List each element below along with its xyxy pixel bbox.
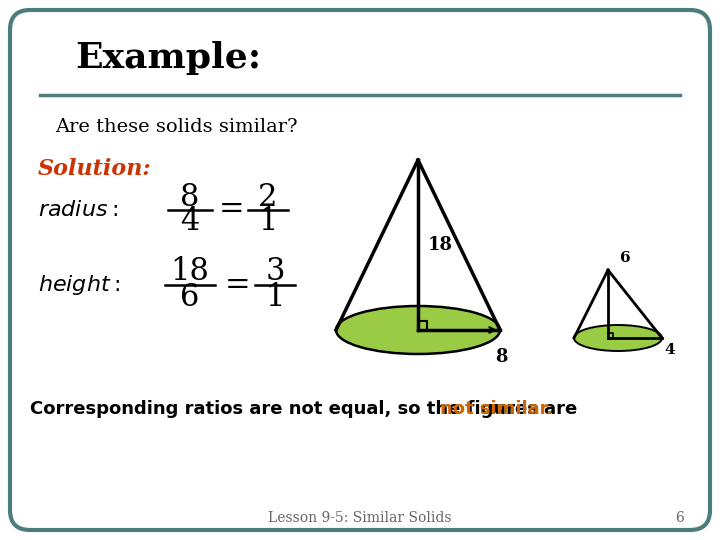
Text: 4: 4 <box>181 206 199 238</box>
Text: 3: 3 <box>265 256 284 287</box>
Text: not similar.: not similar. <box>440 400 552 418</box>
FancyBboxPatch shape <box>10 10 710 530</box>
Text: 18: 18 <box>171 256 210 287</box>
Text: =: = <box>219 194 245 226</box>
Ellipse shape <box>336 306 500 354</box>
Text: Lesson 9-5: Similar Solids: Lesson 9-5: Similar Solids <box>269 511 451 525</box>
Text: Example:: Example: <box>75 41 261 75</box>
Text: $\mathit{height}:$: $\mathit{height}:$ <box>38 273 120 297</box>
Text: 8: 8 <box>495 348 508 366</box>
Text: 1: 1 <box>258 206 278 238</box>
Text: =: = <box>225 269 251 300</box>
Text: 2: 2 <box>258 183 278 213</box>
Text: 8: 8 <box>180 183 199 213</box>
Text: Are these solids similar?: Are these solids similar? <box>55 118 297 136</box>
Ellipse shape <box>574 325 662 351</box>
Text: 18: 18 <box>428 236 453 254</box>
Text: Solution:: Solution: <box>38 158 152 180</box>
Text: 6: 6 <box>675 511 685 525</box>
Text: 4: 4 <box>664 343 675 357</box>
Text: 1: 1 <box>265 282 284 314</box>
Text: Corresponding ratios are not equal, so the figures are: Corresponding ratios are not equal, so t… <box>30 400 583 418</box>
Text: 6: 6 <box>620 251 631 265</box>
Text: 6: 6 <box>180 282 199 314</box>
Text: $\mathit{radius}:$: $\mathit{radius}:$ <box>38 200 118 220</box>
